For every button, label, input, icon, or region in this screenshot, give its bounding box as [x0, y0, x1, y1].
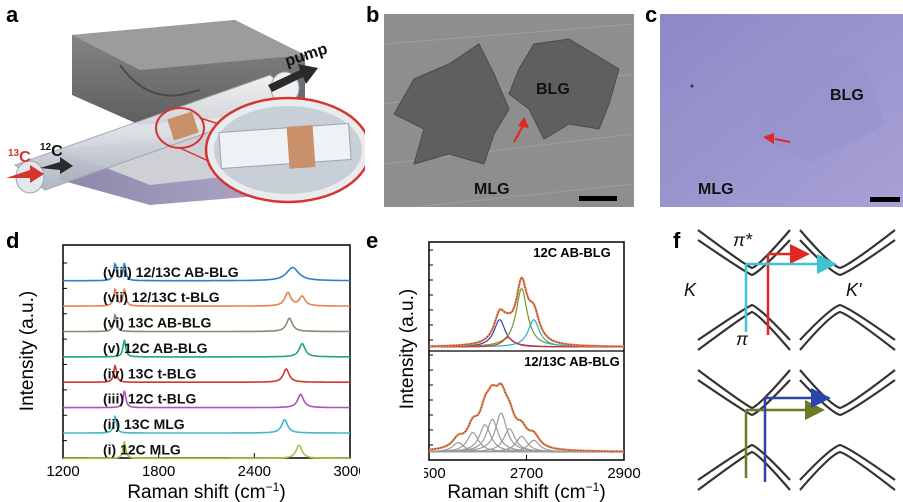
- e-series-label: 12C AB-BLG: [533, 245, 611, 260]
- d-series-label: (i) 12C MLG: [103, 441, 181, 457]
- panel-d-label: d: [6, 228, 20, 253]
- panel-b-sem-image: BLG MLG: [384, 14, 634, 207]
- b-blg-label: BLG: [536, 81, 570, 98]
- e-fit-line: [429, 276, 624, 348]
- e-ylabel: Intensity (a.u.): [397, 288, 418, 410]
- pi-label: π: [736, 329, 749, 349]
- panel-e-chart: 2500 2700 2900 12C AB-BLG 12/13C AB-BLG Raman…: [424, 241, 641, 502]
- d-xlabel-sup: −1: [266, 480, 280, 494]
- d-series-line: [63, 313, 350, 333]
- d-series-label: (viii) 12/13C AB-BLG: [103, 264, 239, 280]
- d-series-line: [63, 390, 350, 409]
- inlet-13c-label: 13C: [8, 148, 31, 166]
- e-series-label: 12/13C AB-BLG: [524, 354, 620, 369]
- d-series-line: [63, 262, 350, 282]
- e-xlabel: Raman shift (cm−1): [447, 480, 605, 502]
- band-cones-top: [697, 229, 896, 351]
- d-ylabel: Intensity (a.u.): [17, 290, 38, 412]
- e-component-line: [429, 319, 624, 348]
- d-series-label: (ii) 13C MLG: [103, 416, 185, 432]
- e-xtick-label: 2700: [510, 465, 543, 482]
- e-fit-line: [428, 382, 625, 453]
- e-xtick-label: 2500: [424, 465, 446, 482]
- d-xtick-label: 1800: [142, 463, 175, 480]
- d-series-line: [63, 441, 350, 460]
- d-series-line: [63, 287, 350, 307]
- d-series-label: (iv) 13C t-BLG: [103, 365, 196, 381]
- inlet-12c-label: 12C: [40, 142, 63, 160]
- e-xlabel-tail: ): [599, 482, 605, 502]
- k-label: K: [684, 280, 697, 300]
- c-blg-label: BLG: [830, 87, 864, 104]
- inlet-arrow: [6, 165, 44, 183]
- d-xtick-label: 3000: [333, 463, 360, 480]
- panel-f-label: f: [673, 228, 681, 253]
- d-xlabel-tail: ): [279, 482, 285, 502]
- copper-foil: [167, 111, 199, 141]
- hexagonal-flake-left: [393, 43, 510, 165]
- d-series-label: (vii) 12/13C t-BLG: [103, 289, 220, 305]
- e-xtick-label: 2900: [607, 465, 640, 482]
- e-data-points: [429, 277, 624, 347]
- panel-a-label: a: [6, 2, 19, 27]
- panel-c-optical-image: BLG MLG: [660, 14, 903, 207]
- d-series-label: (iii) 12C t-BLG: [103, 391, 196, 407]
- b-mlg-label: MLG: [474, 181, 510, 198]
- panel-e-label: e: [366, 228, 379, 253]
- pi-star-label: π*: [733, 230, 753, 250]
- d-series-line: [63, 364, 350, 383]
- d-xlabel: Raman shift (cm−1): [127, 480, 285, 502]
- k-prime-label: K': [846, 280, 862, 300]
- d-series-label: (v) 12C AB-BLG: [103, 340, 208, 356]
- d-series-line: [63, 339, 350, 358]
- scale-bar: [870, 197, 900, 202]
- panel-a-illustration: 13C 12C pump: [6, 20, 365, 205]
- e-xlabel-sup: −1: [586, 480, 600, 494]
- d-series-label: (vi) 13C AB-BLG: [103, 315, 211, 331]
- d-xtick-label: 2400: [238, 463, 271, 480]
- panel-c-label: c: [645, 2, 658, 27]
- e-component-line: [429, 287, 624, 348]
- scale-bar: [579, 196, 617, 201]
- pump-arrow: [268, 64, 318, 92]
- band-cones-bottom: [697, 369, 896, 491]
- panel-f-band-diagram: π* π K K': [684, 229, 896, 491]
- hexagonal-flake-right: [508, 38, 620, 140]
- panel-d-chart: 1200 1800 2400 3000 (viii) 12/13C AB-BLG (vii…: [46, 244, 360, 502]
- d-xtick-label: 1200: [46, 463, 79, 480]
- d-series-line: [63, 414, 350, 434]
- panel-b-label: b: [366, 2, 380, 27]
- c-mlg-label: MLG: [698, 181, 734, 198]
